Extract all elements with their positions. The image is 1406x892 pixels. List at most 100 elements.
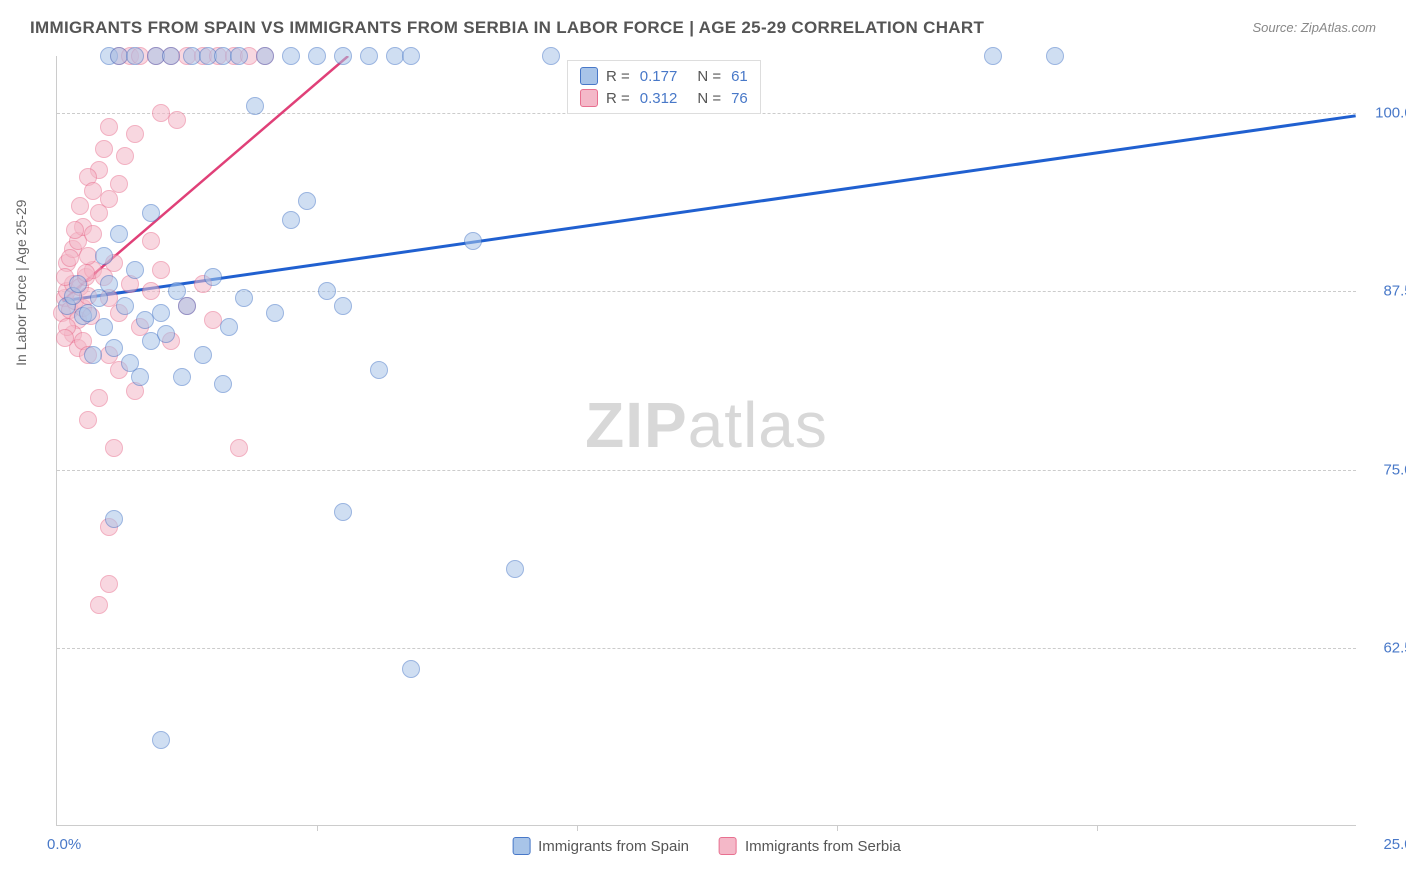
data-point: [126, 125, 144, 143]
data-point: [402, 660, 420, 678]
chart-title: IMMIGRANTS FROM SPAIN VS IMMIGRANTS FROM…: [30, 18, 984, 38]
y-tick-label: 62.5%: [1366, 639, 1406, 656]
data-point: [178, 297, 196, 315]
y-tick-label: 100.0%: [1366, 105, 1406, 122]
data-point: [152, 261, 170, 279]
data-point: [542, 47, 560, 65]
data-point: [126, 47, 144, 65]
correlation-legend: R = 0.177 N = 61 R = 0.312 N = 76: [567, 60, 761, 114]
gridline-horizontal: [57, 470, 1356, 471]
data-point: [116, 147, 134, 165]
data-point: [230, 439, 248, 457]
plot-area: In Labor Force | Age 25-29 ZIPatlas 62.5…: [56, 56, 1356, 826]
legend-n-label: N =: [697, 90, 721, 107]
x-tick-last: 25.0%: [1383, 836, 1406, 853]
legend-swatch-spain: [580, 67, 598, 85]
data-point: [1046, 47, 1064, 65]
data-point: [142, 282, 160, 300]
legend-row-serbia: R = 0.312 N = 76: [568, 87, 760, 109]
data-point: [61, 249, 79, 267]
x-tick-mark: [317, 825, 318, 831]
data-point: [162, 47, 180, 65]
y-axis-title: In Labor Force | Age 25-29: [13, 199, 29, 365]
data-point: [282, 211, 300, 229]
data-point: [506, 560, 524, 578]
data-point: [402, 47, 420, 65]
data-point: [84, 182, 102, 200]
x-tick-mark: [837, 825, 838, 831]
data-point: [56, 329, 74, 347]
data-point: [90, 389, 108, 407]
legend-row-spain: R = 0.177 N = 61: [568, 65, 760, 87]
data-point: [90, 596, 108, 614]
data-point: [282, 47, 300, 65]
data-point: [318, 282, 336, 300]
data-point: [95, 140, 113, 158]
data-point: [71, 197, 89, 215]
data-point: [100, 118, 118, 136]
legend-r-label: R =: [606, 90, 630, 107]
watermark-bold: ZIP: [585, 389, 688, 461]
data-point: [126, 261, 144, 279]
data-point: [235, 289, 253, 307]
series-legend: Immigrants from Spain Immigrants from Se…: [512, 837, 901, 855]
y-tick-label: 75.0%: [1366, 461, 1406, 478]
data-point: [334, 297, 352, 315]
data-point: [136, 311, 154, 329]
data-point: [204, 268, 222, 286]
data-point: [334, 47, 352, 65]
legend-n-spain: 61: [731, 68, 748, 85]
data-point: [100, 575, 118, 593]
source-attribution: Source: ZipAtlas.com: [1252, 20, 1376, 35]
data-point: [84, 225, 102, 243]
data-point: [66, 221, 84, 239]
data-point: [308, 47, 326, 65]
data-point: [84, 346, 102, 364]
data-point: [95, 247, 113, 265]
x-tick-first: 0.0%: [47, 836, 81, 853]
data-point: [152, 304, 170, 322]
data-point: [110, 225, 128, 243]
data-point: [157, 325, 175, 343]
data-point: [220, 318, 238, 336]
data-point: [214, 375, 232, 393]
gridline-horizontal: [57, 648, 1356, 649]
data-point: [152, 731, 170, 749]
data-point: [100, 275, 118, 293]
trendline: [63, 116, 1356, 301]
data-point: [266, 304, 284, 322]
legend-swatch-serbia: [719, 837, 737, 855]
data-point: [69, 275, 87, 293]
data-point: [116, 297, 134, 315]
legend-n-label: N =: [697, 68, 721, 85]
legend-item-serbia: Immigrants from Serbia: [719, 837, 901, 855]
data-point: [370, 361, 388, 379]
data-point: [79, 411, 97, 429]
x-tick-mark: [577, 825, 578, 831]
legend-swatch-spain: [512, 837, 530, 855]
data-point: [105, 339, 123, 357]
gridline-horizontal: [57, 291, 1356, 292]
data-point: [230, 47, 248, 65]
legend-swatch-serbia: [580, 89, 598, 107]
watermark: ZIPatlas: [585, 388, 828, 462]
data-point: [194, 346, 212, 364]
data-point: [173, 368, 191, 386]
legend-r-spain: 0.177: [640, 68, 678, 85]
data-point: [142, 204, 160, 222]
legend-label-spain: Immigrants from Spain: [538, 838, 689, 855]
legend-n-serbia: 76: [731, 90, 748, 107]
data-point: [142, 232, 160, 250]
data-point: [110, 175, 128, 193]
data-point: [131, 368, 149, 386]
legend-item-spain: Immigrants from Spain: [512, 837, 689, 855]
legend-r-label: R =: [606, 68, 630, 85]
data-point: [984, 47, 1002, 65]
legend-r-serbia: 0.312: [640, 90, 678, 107]
trendlines-svg: [57, 56, 1356, 825]
y-tick-label: 87.5%: [1366, 283, 1406, 300]
data-point: [95, 318, 113, 336]
data-point: [360, 47, 378, 65]
data-point: [246, 97, 264, 115]
data-point: [105, 439, 123, 457]
